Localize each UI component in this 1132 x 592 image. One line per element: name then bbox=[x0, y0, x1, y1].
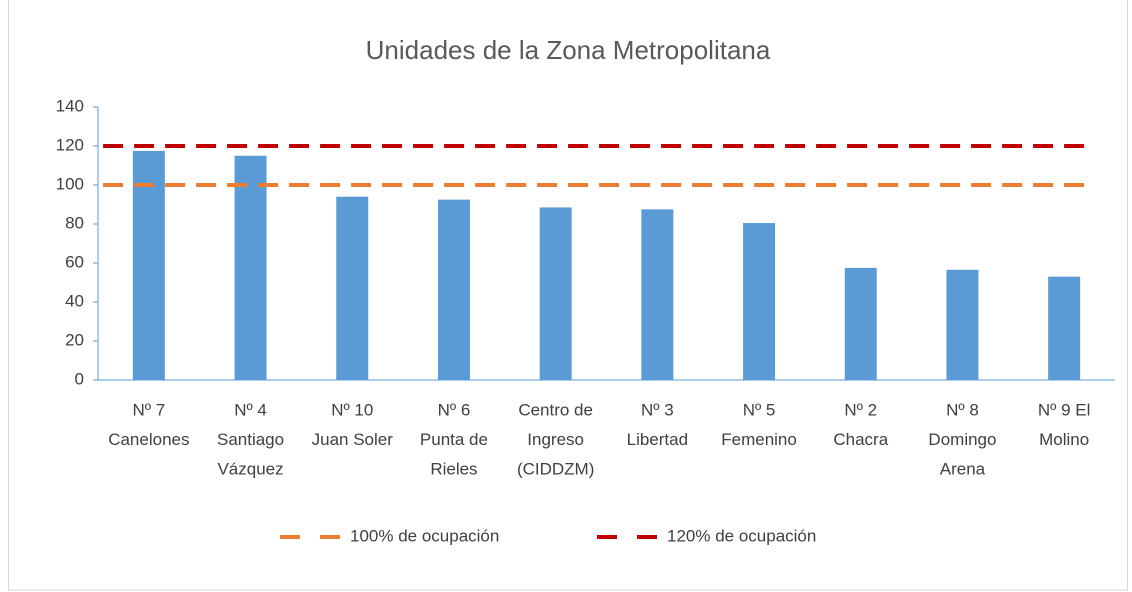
x-tick-label: Ingreso bbox=[527, 430, 584, 449]
x-tick-label: Nº 9 El bbox=[1038, 400, 1091, 419]
x-tick-label: Nº 7 bbox=[133, 400, 166, 419]
x-tick-label: Vázquez bbox=[217, 459, 283, 478]
x-tick-label: Femenino bbox=[721, 430, 797, 449]
bar bbox=[946, 269, 979, 380]
bar bbox=[336, 196, 369, 380]
y-tick-label: 60 bbox=[65, 252, 84, 271]
bar bbox=[743, 223, 776, 380]
x-tick-label: Domingo bbox=[928, 430, 996, 449]
y-tick-label: 20 bbox=[65, 330, 84, 349]
x-tick-label: (CIDDZM) bbox=[517, 459, 594, 478]
bar bbox=[437, 199, 470, 380]
x-tick-label: Nº 3 bbox=[641, 400, 674, 419]
x-tick-label: Nº 4 bbox=[234, 400, 267, 419]
x-tick-label: Nº 10 bbox=[331, 400, 373, 419]
x-tick-label: Chacra bbox=[833, 430, 888, 449]
x-tick-label: Santiago bbox=[217, 430, 284, 449]
x-tick-label: Nº 2 bbox=[844, 400, 877, 419]
y-tick-label: 0 bbox=[75, 369, 84, 388]
legend-label: 120% de ocupación bbox=[667, 526, 816, 545]
x-tick-label: Centro de bbox=[518, 400, 593, 419]
x-tick-label: Punta de bbox=[420, 430, 488, 449]
x-tick-label: Juan Soler bbox=[312, 430, 394, 449]
x-tick-label: Nº 5 bbox=[743, 400, 776, 419]
bar bbox=[844, 267, 877, 380]
y-tick-label: 80 bbox=[65, 213, 84, 232]
x-tick-label: Canelones bbox=[108, 430, 189, 449]
x-tick-label: Rieles bbox=[430, 459, 477, 478]
bar bbox=[132, 150, 165, 380]
x-tick-label: Nº 8 bbox=[946, 400, 979, 419]
y-tick-label: 120 bbox=[56, 135, 84, 154]
y-tick-label: 100 bbox=[56, 174, 84, 193]
bar bbox=[539, 207, 572, 380]
bar bbox=[1048, 276, 1081, 380]
chart-title: Unidades de la Zona Metropolitana bbox=[366, 35, 771, 65]
x-tick-label: Libertad bbox=[627, 430, 688, 449]
legend-label: 100% de ocupación bbox=[350, 526, 499, 545]
bar bbox=[641, 209, 674, 380]
y-tick-label: 40 bbox=[65, 291, 84, 310]
x-tick-label: Molino bbox=[1039, 430, 1089, 449]
x-tick-label: Arena bbox=[940, 459, 986, 478]
bar bbox=[234, 155, 267, 380]
x-tick-label: Nº 6 bbox=[438, 400, 471, 419]
y-tick-label: 140 bbox=[56, 96, 84, 115]
